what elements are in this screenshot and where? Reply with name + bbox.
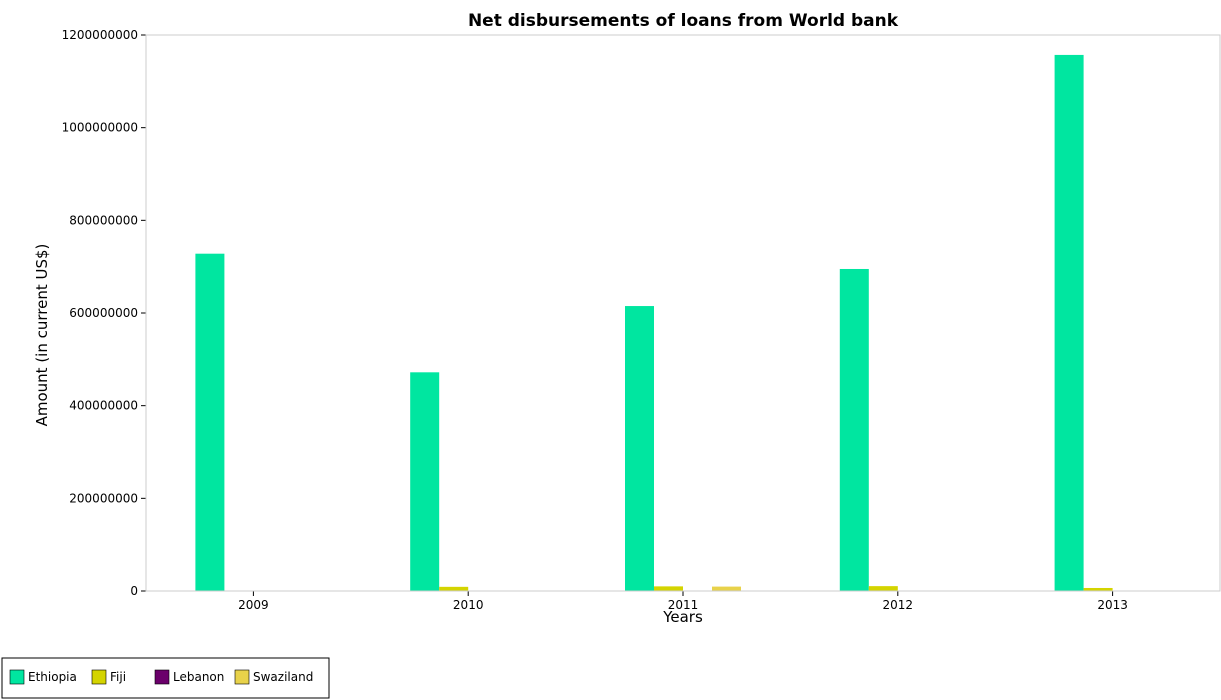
x-tick-label: 2010 [453,598,484,612]
chart-title: Net disbursements of loans from World ba… [468,11,899,31]
legend-label-swaziland: Swaziland [253,670,313,684]
bar-ethiopia-2012 [839,268,869,591]
x-tick-label: 2013 [1097,598,1128,612]
bar-ethiopia-2009 [195,253,225,591]
bar-fiji-2010 [439,586,469,591]
bar-fiji-2012 [868,586,898,591]
y-tick-label: 200000000 [69,491,138,505]
legend-swatch-ethiopia [9,669,25,685]
plot-frame [145,34,1221,592]
legend-label-ethiopia: Ethiopia [28,670,77,684]
y-tick-label: 1200000000 [62,28,138,42]
bar-group [195,54,1113,591]
legend-swatch-swaziland [234,669,250,685]
bar-fiji-2013 [1083,587,1113,591]
y-tick-label: 1000000000 [62,121,138,135]
y-axis-label: Amount (in current US$) [33,244,51,427]
x-tick-label: 2011 [668,598,699,612]
bar-ethiopia-2011 [625,306,654,591]
bar-ethiopia-2010 [410,372,440,591]
legend-swatch-fiji [91,669,107,685]
y-tick-label: 600000000 [69,306,138,320]
y-tick-label: 0 [130,584,138,598]
y-axis: 0 200000000 400000000 600000000 800000000 100… [62,28,146,598]
bar-ethiopia-2013 [1054,54,1084,591]
bar-fiji-2011 [654,586,683,591]
legend-swatch-lebanon [154,669,170,685]
y-tick-label: 800000000 [69,213,138,227]
legend-label-fiji: Fiji [110,670,126,684]
x-tick-label: 2012 [883,598,914,612]
y-tick-label: 400000000 [69,399,138,413]
bar-swaziland-2011 [712,586,741,591]
x-axis-label: Years [662,608,703,626]
x-tick-label: 2009 [238,598,269,612]
x-axis: 2009 2010 2011 2012 2013 [238,591,1128,612]
legend: Ethiopia Fiji Lebanon Swaziland [1,657,330,699]
legend-label-lebanon: Lebanon [173,670,224,684]
